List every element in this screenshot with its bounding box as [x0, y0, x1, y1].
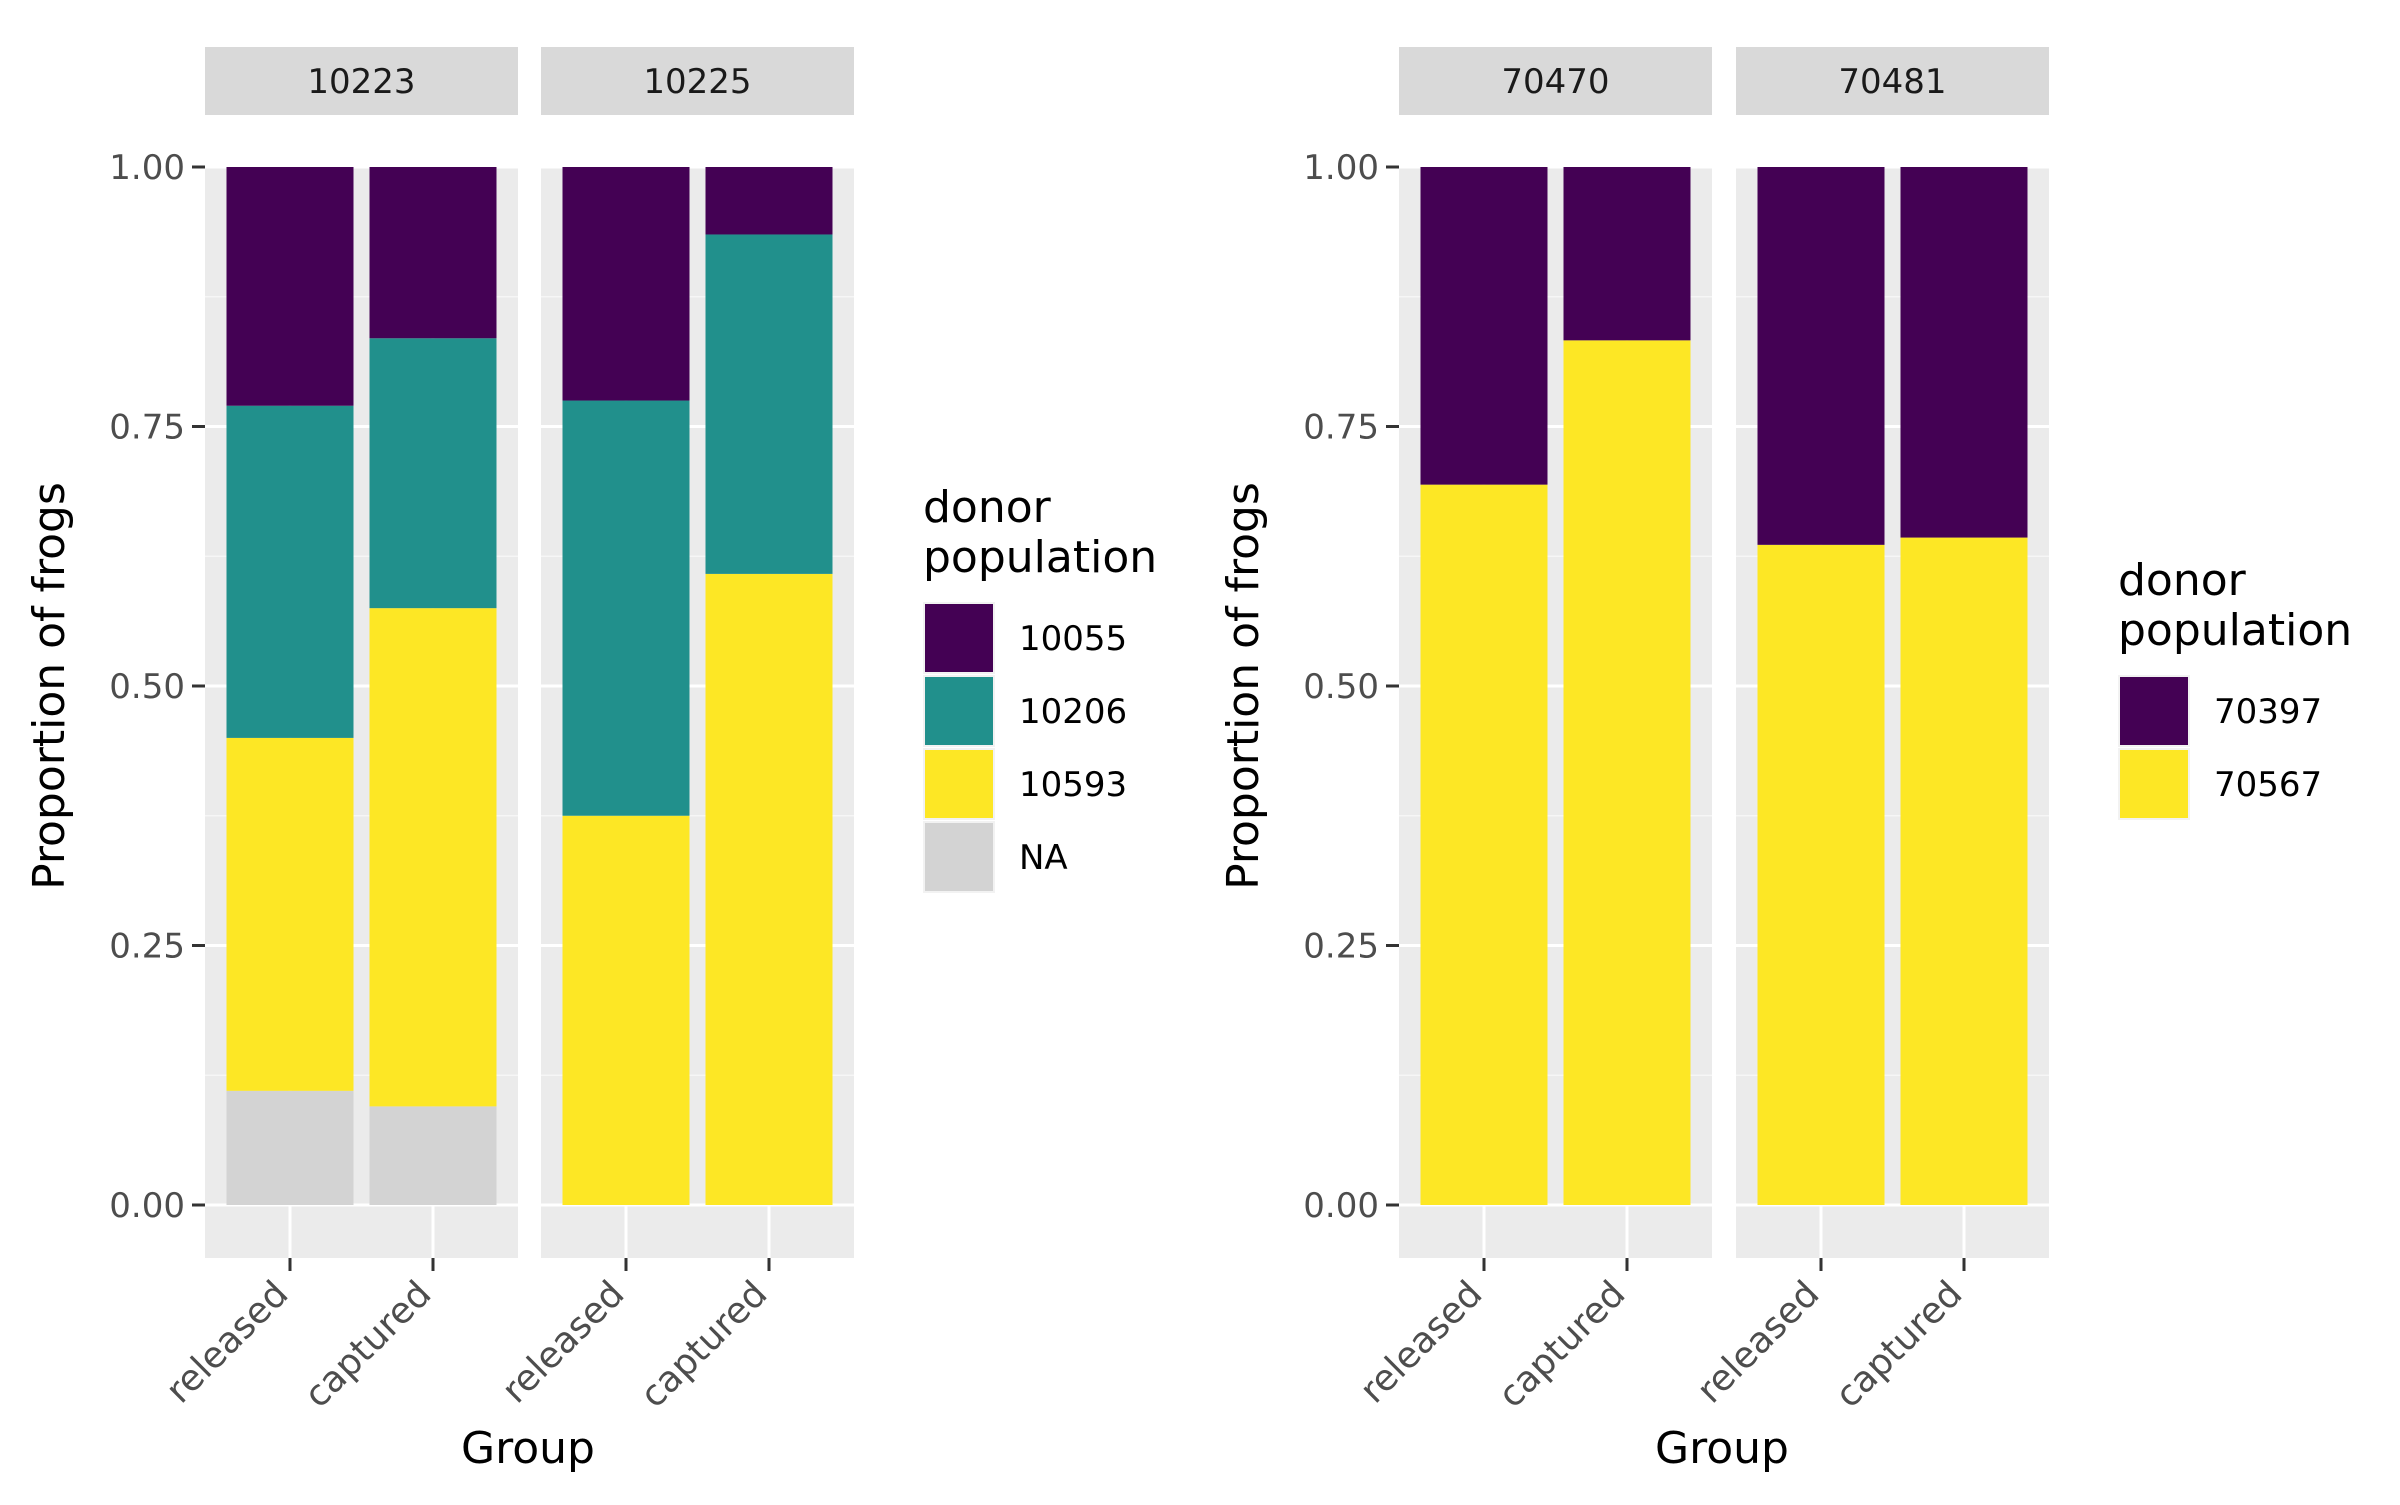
- legend-label-NA: NA: [1019, 838, 1068, 878]
- legend-label-10206: 10206: [1019, 692, 1127, 732]
- chart1-panel-10225-strip: [541, 47, 854, 115]
- bar-segment-10223-released-10055: [226, 167, 354, 406]
- bar-segment-10223-captured-10206: [369, 338, 497, 609]
- bar-segment-70470-captured-70567: [1563, 340, 1691, 1205]
- chart2-panel-70470-strip-label: 70470: [1501, 62, 1609, 102]
- bar-segment-70481-captured-70397: [1900, 167, 2028, 538]
- x-tick-label-captured: captured: [297, 1273, 440, 1416]
- y-tick-label: 0.75: [1303, 408, 1379, 448]
- bar-segment-10225-released-10206: [562, 400, 690, 816]
- bar-segment-70481-captured-70567: [1900, 537, 2028, 1205]
- bar-segment-10225-captured-10206: [705, 234, 833, 574]
- y-tick-label: 0.00: [109, 1186, 185, 1226]
- bar-segment-10225-released-10593: [562, 815, 690, 1205]
- y-tick-label: 0.25: [1303, 927, 1379, 967]
- y-tick-label: 1.00: [109, 148, 185, 188]
- y-tick-label: 1.00: [1303, 148, 1379, 188]
- legend-label-70397: 70397: [2214, 692, 2322, 732]
- bar-segment-70481-released-70567: [1757, 544, 1885, 1205]
- legend-label-10593: 10593: [1019, 765, 1127, 805]
- bar-segment-10223-captured-10055: [369, 167, 497, 339]
- chart1-panel-10225-strip-label: 10225: [643, 62, 751, 102]
- chart2-panel-70470-strip: [1399, 47, 1712, 115]
- x-tick-label-released: released: [158, 1273, 296, 1411]
- y-tick-label: 0.25: [109, 927, 185, 967]
- y-tick-label: 0.00: [1303, 1186, 1379, 1226]
- chart2-panel-70481-strip: [1736, 47, 2049, 115]
- legend-swatch-10206: [925, 677, 993, 745]
- y-tick-label: 0.50: [1303, 667, 1379, 707]
- chart2-panel-70481-strip-label: 70481: [1838, 62, 1946, 102]
- bar-segment-70470-released-70567: [1420, 484, 1548, 1205]
- bar-segment-10223-captured-NA: [369, 1106, 497, 1205]
- y-tick-label: 0.75: [109, 408, 185, 448]
- legend-title-line2: population: [923, 532, 1157, 583]
- bar-segment-10223-released-NA: [226, 1090, 354, 1205]
- bar-segment-10223-captured-10593: [369, 608, 497, 1107]
- bar-segment-10225-captured-10593: [705, 573, 833, 1205]
- x-tick-label-captured: captured: [633, 1273, 776, 1416]
- bar-segment-10223-released-10593: [226, 737, 354, 1091]
- legend-label-10055: 10055: [1019, 619, 1127, 659]
- bar-segment-70470-captured-70397: [1563, 167, 1691, 341]
- legend-title-line2: population: [2118, 605, 2352, 656]
- bar-segment-10225-released-10055: [562, 167, 690, 401]
- legend-title-line1: donor: [923, 482, 1052, 533]
- legend-title-line1: donor: [2118, 555, 2247, 606]
- chart1-panel-10223-strip-label: 10223: [307, 62, 415, 102]
- legend-swatch-10055: [925, 604, 993, 672]
- x-tick-label-released: released: [1352, 1273, 1490, 1411]
- x-tick-label-captured: captured: [1828, 1273, 1971, 1416]
- x-axis-title: Group: [1655, 1423, 1789, 1474]
- y-tick-label: 0.50: [109, 667, 185, 707]
- legend-label-70567: 70567: [2214, 765, 2322, 805]
- legend-swatch-NA: [925, 823, 993, 891]
- legend-swatch-70567: [2120, 750, 2188, 818]
- x-tick-label-released: released: [494, 1273, 632, 1411]
- bar-segment-70470-released-70397: [1420, 167, 1548, 485]
- x-axis-title: Group: [461, 1423, 595, 1474]
- bar-segment-10223-released-10206: [226, 405, 354, 738]
- bar-segment-10225-captured-10055: [705, 167, 833, 235]
- bar-segment-70481-released-70397: [1757, 167, 1885, 545]
- x-tick-label-released: released: [1689, 1273, 1827, 1411]
- legend-swatch-70397: [2120, 677, 2188, 745]
- y-axis-title: Proportion of frogs: [24, 482, 75, 890]
- y-axis-title: Proportion of frogs: [1218, 482, 1269, 890]
- legend-swatch-10593: [925, 750, 993, 818]
- x-tick-label-captured: captured: [1491, 1273, 1634, 1416]
- chart1-panel-10223-strip: [205, 47, 518, 115]
